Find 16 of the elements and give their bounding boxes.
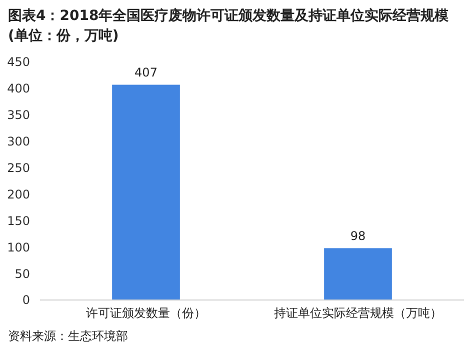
y-tick-label: 200 [7, 187, 30, 202]
data-label: 98 [350, 229, 366, 244]
x-tick-label: 持证单位实际经营规模（万吨） [274, 306, 442, 320]
y-tick-label: 450 [7, 55, 30, 70]
chart-title: 图表4：2018年全国医疗废物许可证颁发数量及持证单位实际经营规模(单位：份，万吨) [8, 7, 450, 44]
text: 资料来源：生态环境部 [8, 329, 128, 343]
data-label: 407 [134, 66, 158, 80]
y-tick-label: 350 [7, 108, 30, 122]
x-tick-label: 许可证颁发数量（份） [86, 306, 206, 320]
y-tick-label: 50 [14, 266, 30, 281]
y-tick-label: 0 [22, 293, 30, 308]
y-tick-label: 150 [7, 214, 30, 228]
y-tick-label: 250 [7, 160, 30, 175]
y-tick-label: 300 [7, 134, 30, 149]
y-tick-label: 100 [7, 240, 30, 254]
y-tick-label: 400 [7, 82, 30, 96]
